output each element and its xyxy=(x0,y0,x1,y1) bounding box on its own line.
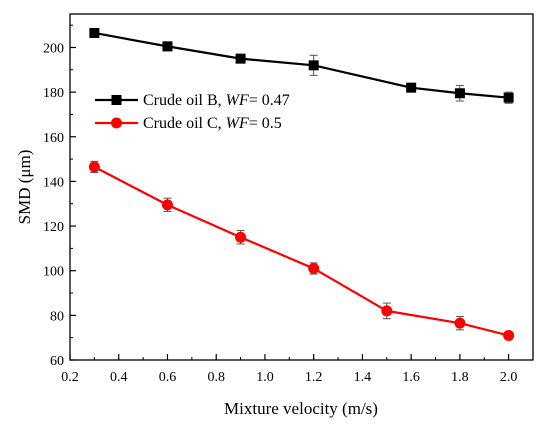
data-point-circle xyxy=(161,199,173,211)
data-point-square xyxy=(162,41,173,52)
data-point-square xyxy=(89,27,100,38)
data-point-square xyxy=(454,88,465,99)
data-point-circle xyxy=(381,305,393,317)
data-point-circle xyxy=(308,262,320,274)
legend-marker-circle xyxy=(111,117,122,129)
y-tick-label: 160 xyxy=(43,131,64,146)
x-tick-label: 1.6 xyxy=(402,370,420,385)
y-tick-label: 180 xyxy=(43,86,64,101)
data-point-circle xyxy=(454,317,466,329)
x-tick-label: 0.2 xyxy=(61,370,79,385)
x-tick-label: 0.6 xyxy=(159,370,177,385)
x-tick-label: 1.4 xyxy=(354,370,372,385)
x-axis-ticks: 0.2 0.4 0.6 0.8 1.0 1.2 1.4 1.6 1.8 2.0 xyxy=(61,354,517,385)
y-tick-label: 60 xyxy=(50,354,64,369)
y-axis-ticks: 60 80 100 120 140 160 180 200 xyxy=(43,24,76,369)
y-tick-label: 140 xyxy=(43,175,64,190)
y-tick-label: 100 xyxy=(43,265,64,280)
data-point-circle xyxy=(235,231,247,243)
legend: Crude oil B, WF= 0.47 Crude oil C, WF= 0.… xyxy=(95,92,290,132)
data-point-square xyxy=(308,60,319,71)
data-point-circle xyxy=(503,329,515,341)
series-line xyxy=(93,165,509,337)
y-tick-label: 80 xyxy=(50,309,64,324)
y-tick-label: 120 xyxy=(43,220,64,235)
x-tick-label: 1.0 xyxy=(256,370,274,385)
x-tick-label: 1.2 xyxy=(305,370,323,385)
y-axis-title: SMD (μm) xyxy=(15,150,34,225)
legend-marker-square xyxy=(111,95,122,105)
legend-label: Crude oil B, WF= 0.47 xyxy=(143,92,290,109)
plot-frame xyxy=(69,13,534,361)
series-line xyxy=(94,31,509,99)
x-axis-title: Mixture velocity (m/s) xyxy=(224,399,378,418)
legend-label: Crude oil C, WF= 0.5 xyxy=(143,115,282,132)
x-tick-label: 1.8 xyxy=(451,370,469,385)
data-point-square xyxy=(503,92,514,103)
x-tick-label: 0.4 xyxy=(110,370,128,385)
data-point-square xyxy=(235,53,246,64)
x-tick-label: 0.8 xyxy=(207,370,225,385)
data-point-square xyxy=(406,82,417,93)
series-layer xyxy=(88,27,515,341)
x-tick-label: 2.0 xyxy=(500,370,518,385)
data-point-circle xyxy=(88,161,100,173)
y-tick-label: 200 xyxy=(43,41,64,56)
